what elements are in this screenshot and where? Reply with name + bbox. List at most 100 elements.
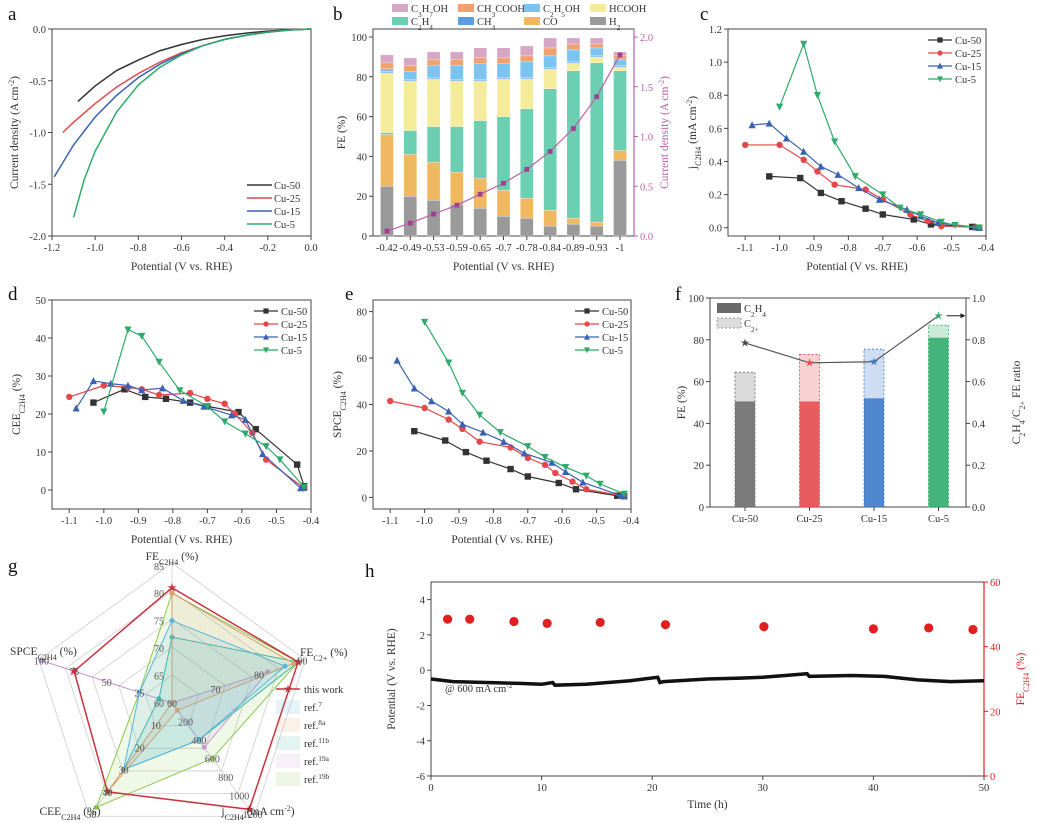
- bar-segment-C2H4: [566, 70, 581, 219]
- bar-segment-C2H5OH: [473, 63, 487, 80]
- data-point-Cu-5: [831, 138, 839, 146]
- radar-tick-label: 50: [102, 678, 112, 689]
- panel-label-d: d: [8, 284, 18, 305]
- bar-c2h4: [799, 401, 820, 507]
- bar-segment-C3H7OH: [590, 37, 604, 45]
- legend-label: C2H5OH: [543, 4, 581, 19]
- fe-point: [968, 624, 978, 635]
- y-axis-label: CEEC2H4 (%): [11, 374, 27, 435]
- data-point-Cu-15: [227, 411, 236, 419]
- radar-point: [174, 707, 180, 713]
- data-point-Cu-50: [910, 216, 917, 223]
- y2-axis-label: Current density (A cm-2): [657, 76, 672, 189]
- legend-label: Cu-25: [602, 320, 628, 331]
- data-point-Cu-15: [89, 377, 98, 385]
- series-line-Cu-50: [77, 28, 312, 103]
- x-tick-label: -1.1: [382, 516, 399, 527]
- radar-point: [196, 737, 202, 743]
- bar-segment-C2H5OH: [450, 65, 464, 80]
- bar-segment-C3H7OH: [426, 51, 441, 61]
- data-point-Cu-50: [411, 428, 418, 435]
- y2-tick-label: 0.6: [972, 378, 985, 389]
- legend-label: ref.11b: [304, 736, 329, 751]
- fe-point: [660, 620, 671, 630]
- x-tick-label: Cu-15: [861, 514, 887, 525]
- y-axis-label: SPCEC2H4 (%): [332, 371, 348, 438]
- legend-marker: [263, 333, 269, 340]
- radar-point: [93, 804, 99, 810]
- x-tick-label: -0.7: [874, 243, 891, 254]
- data-point-Cu-50: [555, 479, 562, 487]
- series-line-Cu-50: [769, 175, 980, 229]
- x-tick-label: 0: [428, 783, 433, 794]
- y2-tick-label: 2.0: [640, 33, 653, 44]
- data-point-Cu-25: [204, 395, 211, 402]
- bar-segment-CH3COOH: [543, 47, 557, 57]
- y-tick-label: 2: [420, 631, 425, 642]
- bar-segment-CH3COOH: [473, 57, 487, 65]
- legend-label: Cu-50: [955, 36, 981, 47]
- legend-label: CO: [543, 17, 558, 28]
- y-tick-label: 0: [362, 493, 367, 504]
- x-tick-label: 10: [536, 783, 547, 794]
- radar-axis-label-j: jC2H4 (mA cm-2): [220, 804, 294, 822]
- data-point-Cu-5: [496, 429, 504, 437]
- x-tick-label: -0.65: [469, 243, 491, 254]
- series-line-Cu-25: [62, 28, 312, 134]
- ratio-line: [744, 315, 939, 364]
- data-point-Cu-5: [937, 218, 945, 226]
- bar-segment-C3H7OH: [520, 45, 534, 57]
- x-tick-label: -0.9: [130, 516, 147, 527]
- data-point-Cu-50: [817, 189, 825, 197]
- radar-tick-label: 800: [218, 773, 233, 784]
- x-tick-label: -0.4: [623, 516, 640, 527]
- radar-axis-label-spce: SPCEC2H4 (%): [10, 646, 77, 662]
- bar-segment-C2H4: [613, 70, 627, 151]
- radar-tick-label: 600: [205, 754, 220, 765]
- data-point-Cu-25: [100, 382, 108, 389]
- y-axis-label: Potential (V vs. RHE): [386, 628, 398, 730]
- fe-point: [595, 617, 605, 628]
- x-tick-label: -1: [616, 243, 625, 254]
- y-tick-label: 1.2: [709, 25, 722, 36]
- bar-segment-C2H4: [380, 132, 394, 135]
- y-tick-label: 40: [357, 401, 368, 412]
- x-axis-label: Potential (V vs. RHE): [131, 534, 233, 546]
- data-point-Cu-15: [817, 162, 825, 170]
- y2-tick-label: 0.4: [972, 419, 986, 430]
- x-tick-label: -1.2: [44, 243, 61, 254]
- legend-marker: [584, 308, 590, 314]
- x-tick-label: -0.8: [130, 243, 147, 254]
- data-point-Cu-25: [552, 469, 559, 477]
- radar-point: [169, 618, 175, 624]
- data-point-Cu-15: [765, 119, 773, 127]
- fe-point: [924, 623, 934, 633]
- x-tick-label: Cu-25: [796, 514, 822, 525]
- radar-point: [121, 767, 127, 773]
- series-line-Cu-50: [414, 430, 625, 497]
- data-point-Cu-5: [896, 204, 904, 212]
- data-point-Cu-25: [186, 389, 194, 397]
- x-tick-label: -0.2: [260, 243, 277, 254]
- ratio-point: [740, 338, 750, 347]
- data-point-Cu-50: [235, 408, 242, 416]
- data-point-Cu-15: [782, 134, 791, 142]
- y-tick-label: 30: [36, 372, 47, 383]
- radar-point: [102, 786, 113, 796]
- data-point-Cu-50: [879, 211, 886, 218]
- radar-tick-label: 100: [34, 657, 49, 668]
- potential-trace: [430, 671, 985, 687]
- bar-segment-C2H5OH: [496, 63, 511, 78]
- y-tick-label: -1.5: [29, 180, 46, 191]
- bar-segment-CO: [543, 209, 557, 227]
- x-axis-label: Potential (V vs. RHE): [131, 261, 233, 273]
- data-point-Cu-5: [300, 483, 308, 491]
- bar-segment-C2H4: [450, 126, 464, 173]
- y2-axis-label: FEC2H4 (%): [1015, 652, 1031, 705]
- legend-swatch: [524, 17, 540, 25]
- x-tick-label: -1.0: [416, 516, 433, 527]
- y-tick-label: 40: [694, 419, 705, 430]
- y2-tick-label: 0.2: [972, 461, 985, 472]
- data-point-Cu-25: [387, 397, 394, 405]
